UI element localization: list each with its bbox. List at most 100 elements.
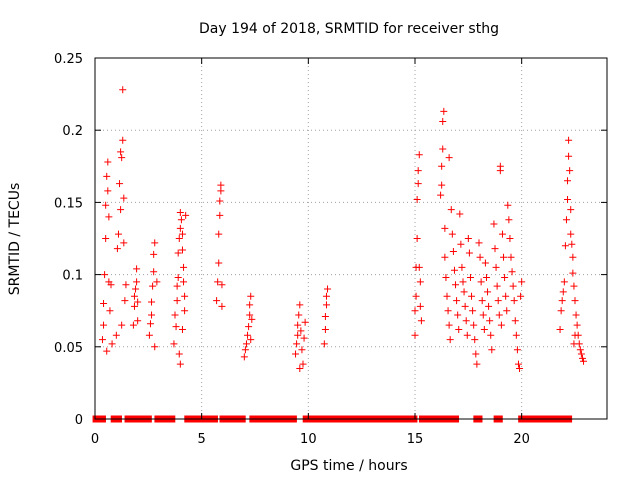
data-point <box>119 86 127 94</box>
data-point <box>106 307 114 315</box>
data-point <box>463 331 471 339</box>
data-point <box>572 311 580 319</box>
data-point <box>411 331 419 339</box>
data-point <box>494 297 502 305</box>
data-point <box>516 364 524 372</box>
data-point <box>505 216 513 224</box>
data-point <box>498 230 506 238</box>
data-point <box>102 235 110 242</box>
data-point <box>121 297 129 305</box>
data-point <box>442 273 450 281</box>
data-point <box>573 321 581 329</box>
data-point <box>502 292 510 300</box>
data-point <box>178 246 186 254</box>
data-point <box>511 317 519 325</box>
data-point <box>299 360 307 368</box>
data-point <box>117 148 125 156</box>
data-point <box>580 357 588 365</box>
data-point <box>468 292 476 300</box>
data-point <box>481 259 489 267</box>
data-point <box>446 336 454 344</box>
data-point <box>512 331 520 339</box>
data-point <box>439 118 447 126</box>
data-point <box>445 321 453 329</box>
data-point <box>503 307 511 315</box>
data-point <box>320 340 328 348</box>
data-point <box>215 259 223 267</box>
data-point <box>151 343 159 351</box>
data-point <box>504 201 512 209</box>
data-point <box>558 297 566 305</box>
data-point <box>134 298 142 306</box>
data-point <box>438 181 446 189</box>
data-point <box>120 194 128 202</box>
chart-title: Day 194 of 2018, SRMTID for receiver sth… <box>199 21 499 37</box>
data-point <box>413 196 421 204</box>
data-point <box>301 318 309 326</box>
data-point <box>567 206 575 214</box>
data-point <box>112 331 120 339</box>
data-point <box>176 224 184 232</box>
data-point <box>415 263 423 271</box>
data-point <box>213 297 221 305</box>
data-point <box>570 282 578 290</box>
data-point <box>569 269 577 277</box>
data-point <box>413 235 421 242</box>
data-point <box>448 230 456 238</box>
y-tick-label: 0.25 <box>54 52 83 67</box>
data-point <box>113 245 121 253</box>
data-point <box>180 263 188 271</box>
data-point <box>242 340 250 348</box>
x-tick-label: 10 <box>300 432 317 447</box>
data-point <box>439 145 447 153</box>
data-point <box>149 282 157 290</box>
data-point <box>294 321 302 329</box>
data-point <box>456 210 464 218</box>
data-point <box>148 311 156 319</box>
data-point <box>133 278 141 286</box>
data-point <box>248 315 256 323</box>
data-point <box>455 325 463 333</box>
data-point <box>122 281 130 289</box>
data-point <box>482 273 490 281</box>
y-tick-label: 0.2 <box>62 124 83 139</box>
data-point <box>216 197 224 205</box>
data-point <box>108 340 116 348</box>
data-point <box>98 336 106 344</box>
data-point <box>295 311 303 319</box>
data-point <box>578 354 586 362</box>
data-point <box>514 360 522 368</box>
data-point <box>438 162 446 170</box>
data-point <box>130 302 138 310</box>
y-tick-label: 0 <box>75 413 83 428</box>
data-point <box>322 301 330 309</box>
data-point <box>469 307 477 315</box>
data-point <box>150 268 158 276</box>
data-point <box>564 177 572 185</box>
data-point <box>294 331 302 339</box>
data-point <box>174 249 182 257</box>
data-point <box>247 336 255 344</box>
data-point <box>116 180 124 188</box>
data-point <box>246 301 254 309</box>
data-point <box>464 235 472 242</box>
data-point <box>416 302 424 310</box>
data-point <box>176 209 184 217</box>
data-point <box>571 331 579 339</box>
data-point <box>148 298 156 306</box>
data-point <box>175 235 183 242</box>
data-point <box>246 311 254 319</box>
data-point <box>570 340 578 348</box>
data-point <box>561 242 569 250</box>
data-point <box>510 297 518 305</box>
data-point <box>487 331 495 339</box>
data-point <box>477 278 485 286</box>
data-point <box>217 181 225 189</box>
data-point <box>321 312 329 320</box>
data-point <box>178 230 186 238</box>
data-point <box>444 307 452 315</box>
data-point <box>437 191 445 199</box>
data-point <box>450 266 458 274</box>
data-point <box>296 364 304 372</box>
data-point <box>454 311 462 319</box>
